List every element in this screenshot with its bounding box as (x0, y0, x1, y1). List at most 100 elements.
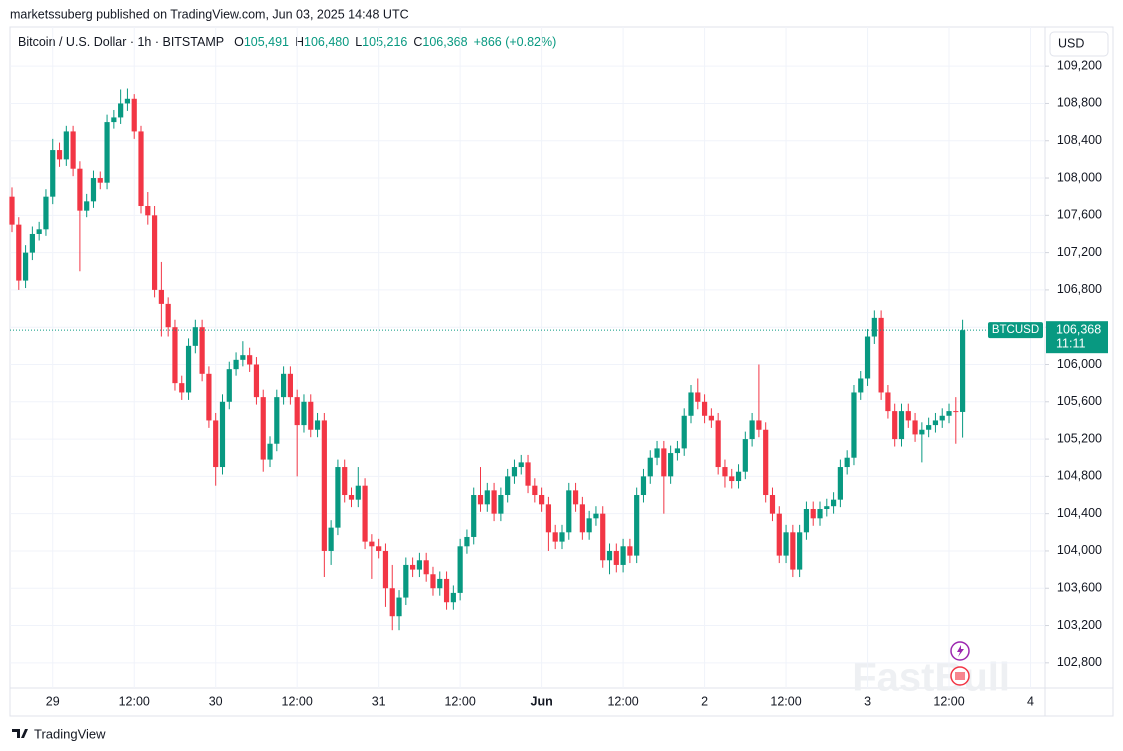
x-tick-label: 12:00 (444, 694, 475, 708)
ticker-label: BTCUSD (992, 324, 1039, 336)
candle-body (321, 420, 327, 551)
candle-body (600, 513, 606, 561)
y-tick-label: 106,000 (1057, 357, 1102, 371)
candle-body (362, 485, 368, 542)
candle-body (769, 495, 776, 514)
candle-body (213, 420, 219, 468)
candle-body (830, 499, 837, 507)
candle-body (681, 415, 687, 449)
legend-value: 106,480 (304, 35, 349, 49)
event-flag (955, 672, 965, 680)
candle-body (763, 429, 769, 496)
x-tick-label: 12:00 (933, 694, 964, 708)
candle-body (491, 490, 497, 514)
candle-body (742, 439, 748, 472)
candle-body (90, 178, 97, 202)
legend-value: 106,368 (422, 35, 467, 49)
candle-body (247, 355, 253, 365)
candle-body (878, 317, 884, 393)
candle-body (749, 420, 755, 440)
candle-body (837, 467, 843, 500)
candle-body (355, 485, 361, 500)
candle-body (892, 411, 898, 440)
candle-body (118, 103, 124, 118)
candle-body (389, 588, 395, 617)
candle-body (484, 490, 490, 505)
symbol: Bitcoin / U.S. Dollar · 1h · BITSTAMP (18, 35, 224, 49)
x-tick-label: 3 (864, 694, 871, 708)
legend-key: H (295, 35, 304, 49)
candle-body (735, 471, 742, 482)
watermark: FastBull (852, 656, 1010, 700)
legend-value: 105,216 (362, 35, 407, 49)
candle-body (219, 401, 226, 468)
candle-body (864, 336, 871, 379)
candle-body (634, 495, 640, 556)
candle-body (423, 560, 429, 575)
candle-body (29, 233, 35, 253)
x-tick-label: 31 (372, 694, 386, 708)
toolbar-icons[interactable] (950, 641, 970, 686)
candle-body (308, 401, 314, 430)
assistant-glyph (957, 645, 964, 657)
y-tick-label: 108,400 (1057, 133, 1102, 147)
candle-body (518, 462, 524, 468)
candle-body (97, 178, 103, 183)
legend-key: L (355, 35, 362, 49)
candle-body (688, 392, 694, 416)
candle-body (729, 476, 735, 482)
candle-body (314, 420, 321, 430)
y-tick-label: 104,000 (1057, 543, 1102, 557)
candle-body (450, 592, 456, 603)
candle-body (403, 564, 409, 598)
x-tick-label: 12:00 (282, 694, 313, 708)
legend-key: O (234, 35, 244, 49)
candle-body (566, 490, 572, 533)
candle-body (63, 131, 69, 160)
y-tick-label: 104,800 (1057, 469, 1102, 483)
x-tick-label: 30 (209, 694, 223, 708)
candle-body (396, 597, 402, 617)
candle-body (84, 201, 90, 211)
x-tick-label: Jun (531, 694, 553, 708)
candle-body (70, 131, 76, 169)
candle-body (376, 546, 382, 551)
candle-body (477, 495, 484, 505)
candle-body (199, 327, 205, 374)
candle-body (511, 467, 518, 477)
candle-body (457, 546, 463, 593)
candle-body (464, 536, 470, 547)
candle-body (797, 532, 803, 570)
candle-body (260, 397, 266, 460)
currency-button[interactable] (1049, 31, 1109, 57)
candle-body (885, 392, 891, 412)
candle-body (668, 453, 674, 477)
candle-body (158, 289, 164, 304)
candle-body (443, 578, 450, 603)
tradingview-logo (12, 729, 28, 738)
candle-body (240, 355, 246, 360)
candle-body (124, 98, 131, 104)
candle-body (620, 546, 626, 565)
y-tick-label: 108,800 (1057, 96, 1102, 110)
candle-body (287, 373, 293, 398)
chart-frame (9, 26, 1114, 717)
candle-body (16, 224, 22, 281)
publish-header: marketssuberg published on TradingView.c… (10, 7, 409, 21)
candle-body (776, 513, 782, 556)
x-tick-label: 12:00 (770, 694, 801, 708)
candle-body (104, 122, 110, 183)
y-tick-label: 104,400 (1057, 506, 1102, 520)
candle-body (960, 330, 966, 412)
legend-value: 105,491 (244, 35, 289, 49)
candle-body (301, 401, 307, 426)
candle-body (165, 303, 171, 328)
candle-body (708, 415, 714, 421)
candle-body (226, 369, 232, 402)
candle-body (606, 550, 613, 561)
candle-body (294, 397, 300, 426)
candle-body (437, 578, 443, 589)
candle-body (722, 467, 728, 477)
candle-body (559, 532, 565, 542)
candle-body (803, 508, 810, 533)
